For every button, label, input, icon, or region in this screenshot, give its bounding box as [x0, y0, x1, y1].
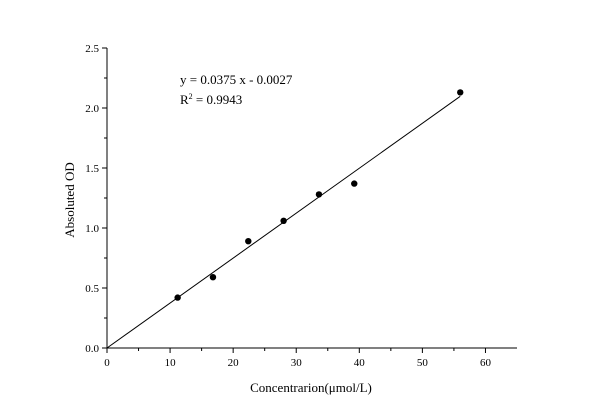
y-tick-label: 2.0: [85, 103, 99, 115]
data-point: [245, 238, 252, 245]
x-tick-label: 50: [417, 357, 429, 369]
y-tick-label: 2.5: [85, 43, 99, 55]
x-axis-label: Concentrarion(μmol/L): [250, 380, 372, 395]
x-tick-label: 60: [480, 357, 492, 369]
x-tick-label: 40: [354, 357, 366, 369]
data-point: [351, 180, 358, 187]
x-tick-label: 10: [165, 357, 177, 369]
axes: [106, 48, 517, 349]
y-tick-label: 1.5: [85, 163, 99, 175]
data-point: [280, 217, 287, 224]
y-axis-label: Absoluted OD: [62, 162, 77, 237]
r-squared-prefix: R: [180, 92, 189, 107]
y-tick-label: 0.0: [85, 343, 99, 355]
data-point: [315, 191, 323, 198]
y-tick-label: 1.0: [85, 223, 99, 235]
data-points: [174, 89, 464, 301]
equation-label: y = 0.0375 x - 0.0027: [180, 72, 293, 87]
x-tick-label: 30: [291, 357, 303, 369]
y-tick-label: 0.5: [85, 283, 99, 295]
tick-group: 0 10 20 30 40 50 60 0.0 0.5 1.0 1.5 2.0 2.5: [85, 43, 491, 369]
data-point: [174, 294, 181, 301]
data-point: [209, 274, 217, 281]
r-squared-value: = 0.9943: [193, 92, 243, 107]
r-squared-exponent: 2: [189, 92, 193, 101]
data-point: [457, 89, 464, 96]
r-squared-label: R2 = 0.9943: [180, 92, 242, 107]
x-tick-label: 0: [104, 357, 110, 369]
x-tick-label: 20: [228, 357, 240, 369]
